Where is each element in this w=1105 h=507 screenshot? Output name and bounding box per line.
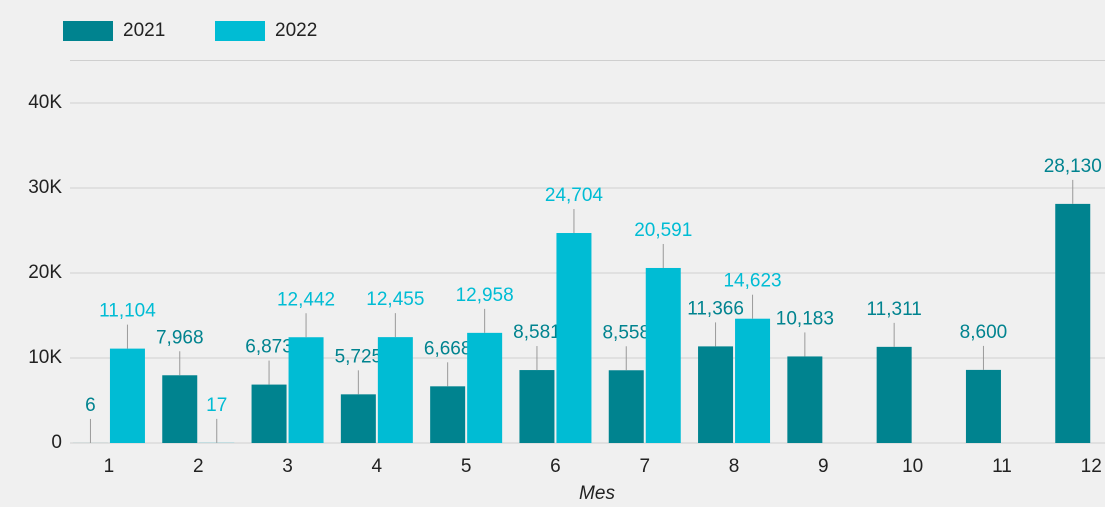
bar [519, 370, 555, 443]
y-tick-label: 10K [28, 347, 62, 368]
bar [251, 384, 287, 443]
x-tick-label: 6 [550, 456, 561, 477]
bar [645, 267, 681, 443]
data-label: 17 [206, 395, 227, 416]
y-tick-label: 30K [28, 177, 62, 198]
data-label: 8,558 [602, 322, 650, 343]
bar [162, 375, 198, 443]
x-tick-label: 4 [372, 456, 383, 477]
x-tick-label: 12 [1081, 456, 1102, 477]
bar [608, 370, 644, 443]
x-tick-label: 7 [639, 456, 650, 477]
data-label: 12,455 [366, 289, 424, 310]
data-label: 8,581 [513, 322, 561, 343]
x-tick-label: 1 [104, 456, 115, 477]
x-tick-label: 5 [461, 456, 472, 477]
x-tick-label: 9 [818, 456, 829, 477]
y-tick-label: 0 [51, 432, 62, 453]
bar [787, 356, 823, 443]
data-label: 12,442 [277, 289, 335, 310]
data-label: 20,591 [634, 220, 692, 241]
data-label: 11,366 [687, 298, 744, 319]
bar [467, 332, 503, 443]
bar [288, 337, 324, 443]
bar [340, 394, 376, 443]
y-tick-label: 40K [28, 92, 62, 113]
data-label: 6,873 [245, 337, 293, 358]
legend-swatch [215, 21, 265, 41]
data-label: 7,968 [156, 327, 204, 348]
data-label: 10,183 [776, 308, 834, 329]
data-label: 6 [85, 395, 96, 416]
bar [556, 233, 592, 443]
bar [965, 369, 1001, 443]
bar [109, 348, 145, 443]
bar [735, 318, 771, 443]
y-tick-label: 20K [28, 262, 62, 283]
x-tick-label: 3 [282, 456, 293, 477]
bar [876, 346, 912, 443]
bar [430, 386, 466, 443]
data-label: 14,623 [723, 271, 781, 292]
data-label: 8,600 [960, 322, 1008, 343]
data-label: 28,130 [1044, 156, 1102, 177]
x-axis-label: Mes [579, 483, 615, 504]
x-tick-label: 10 [902, 456, 923, 477]
x-tick-label: 8 [729, 456, 740, 477]
data-label: 12,958 [456, 285, 514, 306]
data-label: 6,668 [424, 338, 472, 359]
legend-swatch [63, 21, 113, 41]
x-tick-label: 11 [992, 456, 1012, 477]
x-tick-label: 2 [193, 456, 204, 477]
legend-label: 2021 [123, 20, 165, 41]
bar [377, 337, 413, 443]
data-label: 11,311 [867, 299, 922, 320]
bar [1055, 203, 1091, 443]
bar [698, 346, 734, 443]
legend-label: 2022 [275, 20, 317, 41]
data-label: 11,104 [99, 301, 156, 322]
data-label: 24,704 [545, 185, 604, 206]
data-label: 5,725 [335, 346, 383, 367]
